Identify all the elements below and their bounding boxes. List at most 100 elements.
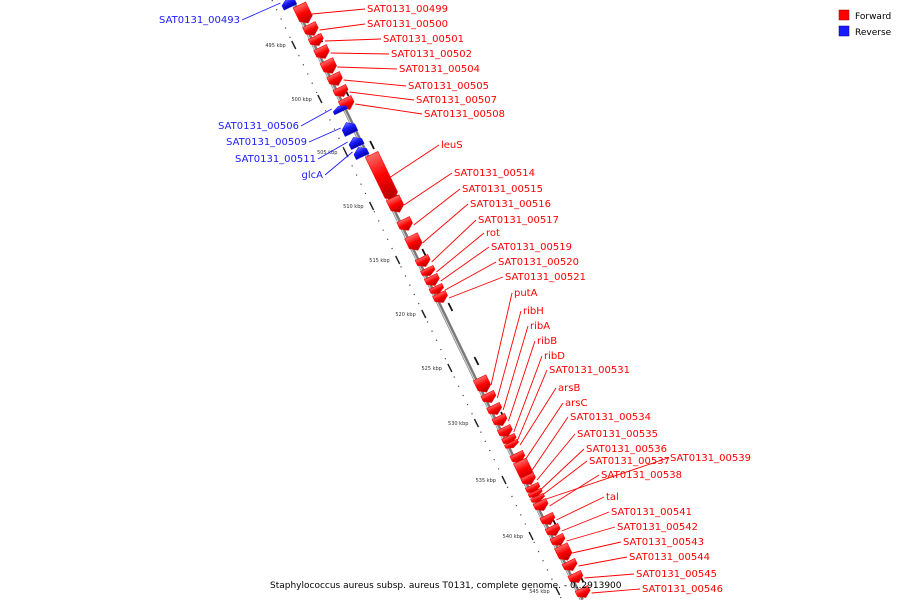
gene-arrow xyxy=(420,264,436,276)
gene-feature-forward xyxy=(549,533,566,546)
scale-tick-label: 525 kbp xyxy=(421,366,441,372)
gene-label: SAT0131_00535 xyxy=(577,429,658,440)
scale-tick-label: 510 kbp xyxy=(343,204,363,210)
gene-label: SAT0131_00514 xyxy=(454,168,535,179)
gene-arrow xyxy=(364,151,398,200)
leader-line xyxy=(513,355,543,433)
genome-caption: Staphylococcus aureus subsp. aureus T013… xyxy=(270,581,622,591)
gene-label: tal xyxy=(606,492,619,503)
leader-line xyxy=(444,261,497,291)
gene-feature-forward xyxy=(472,374,492,393)
leader-line xyxy=(324,38,382,42)
gene-feature-forward xyxy=(313,44,330,59)
gene-label: SAT0131_00502 xyxy=(391,49,472,60)
gene-arrow xyxy=(544,523,561,536)
gene-feature-forward xyxy=(332,84,349,97)
gene-feature-forward xyxy=(292,1,313,24)
leader-line xyxy=(413,188,461,226)
leader-line xyxy=(390,144,440,178)
gene-feature-forward xyxy=(302,21,319,36)
scale-tick: 505 kbp xyxy=(317,147,349,157)
gene-label: ribH xyxy=(523,306,544,317)
gene-feature-forward xyxy=(561,558,578,571)
scale-tick: 545 kbp xyxy=(529,586,561,596)
gene-label-layer: SAT0131_00493 SAT0131_00499 SAT0131_00500 S… xyxy=(159,4,751,595)
scale-tick-label: 540 kbp xyxy=(503,534,523,540)
major-tick-mark xyxy=(447,302,454,312)
leader-line xyxy=(496,310,522,399)
gene-label: SAT0131_00546 xyxy=(642,584,723,595)
gene-label: SAT0131_00509 xyxy=(226,137,307,148)
gene-feature-forward xyxy=(574,585,591,598)
gene-label: SAT0131_00531 xyxy=(549,365,630,376)
gene-feature-forward xyxy=(496,424,513,437)
leader-line xyxy=(556,496,605,521)
leader-line xyxy=(549,474,600,507)
gene-arrow xyxy=(527,487,543,498)
gene-label: SAT0131_00536 xyxy=(586,444,667,455)
leader-line xyxy=(566,526,616,542)
scale-tick-mark xyxy=(317,94,323,104)
leader-line xyxy=(536,433,576,481)
gene-label: SAT0131_00517 xyxy=(478,215,559,226)
gene-label: glcA xyxy=(302,170,324,181)
gene-arrow xyxy=(491,413,508,426)
gene-arrow xyxy=(302,21,319,36)
gene-label: SAT0131_00511 xyxy=(235,154,316,165)
legend-reverse-label: Reverse xyxy=(855,28,892,38)
gene-arrow xyxy=(509,450,526,463)
leader-line xyxy=(241,2,281,21)
gene-label: SAT0131_00521 xyxy=(505,272,586,283)
leader-line xyxy=(543,460,588,495)
gene-label: SAT0131_00538 xyxy=(601,470,682,481)
scale-tick: 520 kbp xyxy=(395,309,427,319)
scale-tick: 530 kbp xyxy=(448,418,480,428)
gene-label: SAT0131_00507 xyxy=(416,95,497,106)
leader-line xyxy=(517,369,548,441)
gene-label: SAT0131_00500 xyxy=(367,19,448,30)
gene-label: SAT0131_00543 xyxy=(623,537,704,548)
scale-tick-mark xyxy=(421,309,427,319)
gene-label: SAT0131_00544 xyxy=(629,552,710,563)
scale-tick-mark xyxy=(473,418,480,428)
gene-label: ribA xyxy=(530,321,550,332)
gene-arrow xyxy=(496,424,513,437)
major-tick-mark xyxy=(473,356,480,366)
gene-arrow xyxy=(307,33,324,46)
scale-tick-mark xyxy=(368,201,375,211)
leader-line xyxy=(561,511,610,532)
gene-label: SAT0131_00508 xyxy=(424,109,505,120)
gene-arrow xyxy=(554,542,573,561)
gene-feature-forward xyxy=(307,33,324,46)
legend: Forward Reverse xyxy=(838,9,892,38)
scale-tick: 535 kbp xyxy=(476,475,507,485)
major-tick-mark xyxy=(369,140,375,150)
scale-tick-mark xyxy=(395,255,401,265)
gene-arrow xyxy=(341,122,359,137)
leader-line xyxy=(525,402,564,459)
gene-arrow xyxy=(348,137,365,150)
gene-arrow xyxy=(561,558,578,571)
gene-feature-forward xyxy=(364,151,398,200)
leader-line xyxy=(355,103,423,115)
gene-feature-forward xyxy=(404,232,423,251)
leader-line xyxy=(436,232,485,273)
leader-line xyxy=(508,340,536,422)
gene-arrow xyxy=(404,232,423,251)
scale-tick-label: 535 kbp xyxy=(476,478,496,484)
leader-line xyxy=(546,457,669,500)
leader-line xyxy=(349,91,415,101)
gene-label: arsC xyxy=(565,398,587,409)
scale-tick: 495 kbp xyxy=(265,40,297,50)
gene-feature-forward xyxy=(532,498,549,511)
scale-tick-mark xyxy=(342,147,349,157)
leader-line xyxy=(440,246,490,282)
gene-label: SAT0131_00516 xyxy=(470,199,551,210)
leader-line xyxy=(343,79,407,87)
gene-feature-forward xyxy=(527,487,543,498)
leader-line xyxy=(490,292,513,386)
gene-feature-forward xyxy=(530,492,545,503)
scale-tick: 510 kbp xyxy=(343,201,375,211)
gene-label: SAT0131_00534 xyxy=(570,412,651,423)
leader-line xyxy=(300,108,332,127)
